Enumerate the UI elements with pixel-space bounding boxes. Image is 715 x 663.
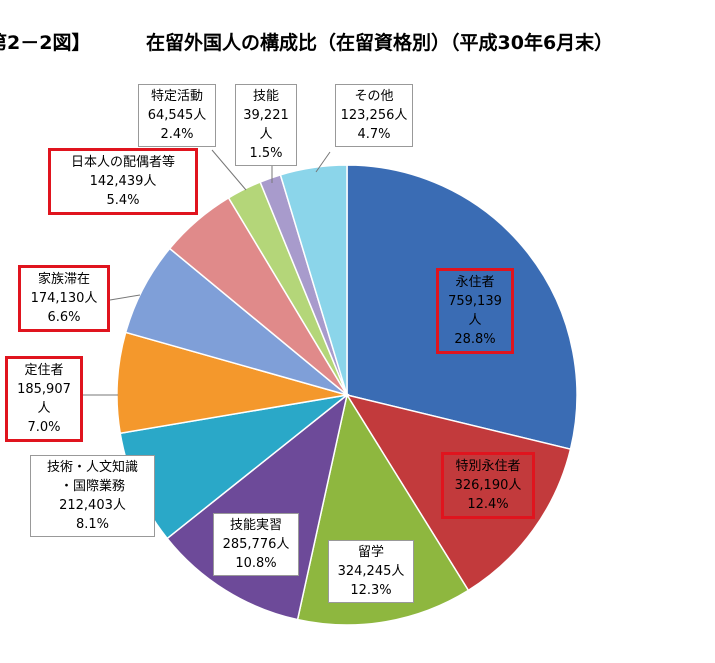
leader-line: [211, 149, 247, 191]
category-label: 永住者: [455, 275, 495, 290]
category-label: 定住者: [24, 363, 64, 378]
percent-label: 8.1%: [75, 517, 110, 532]
value-label: 285,776人: [222, 537, 290, 552]
category-label: 家族滞在: [37, 272, 90, 287]
pie-slice: [116, 331, 348, 435]
percent-label: 1.5%: [249, 146, 283, 161]
pie-slice: [345, 393, 572, 592]
category-label: 技能実習: [229, 518, 282, 533]
slice-label: 特別永住者 326,190人 12.4%: [441, 452, 535, 519]
value-label: 174,130人: [30, 291, 98, 306]
category-label: 特定活動: [150, 89, 203, 104]
category-label: 留学: [357, 545, 384, 560]
value-label: 324,245人: [337, 564, 405, 579]
percent-label: 4.7%: [357, 127, 391, 142]
slice-label: 家族滞在 174,130人 6.6%: [18, 265, 110, 332]
value-label: 185,907人: [17, 382, 71, 416]
leader-line: [109, 294, 141, 301]
title-row: 第2－2図】 在留外国人の構成比（在留資格別）（平成30年6月末）: [0, 28, 715, 58]
slice-label: 技能実習 285,776人 10.8%: [213, 513, 299, 576]
slice-label: 技術・人文知識 ・国際業務 212,403人 8.1%: [30, 455, 155, 537]
slice-label: 永住者 759,139人 28.8%: [436, 268, 514, 354]
percent-label: 12.4%: [467, 497, 509, 512]
percent-label: 28.8%: [454, 332, 496, 347]
chart-title: 在留外国人の構成比（在留資格別）（平成30年6月末）: [146, 32, 614, 54]
category-label: 技能: [252, 89, 279, 104]
value-label: 212,403人: [59, 498, 126, 513]
percent-label: 10.8%: [235, 556, 277, 571]
slice-label: 特定活動 64,545人 2.4%: [138, 84, 216, 147]
percent-label: 6.6%: [47, 310, 81, 325]
slice-label: その他 123,256人 4.7%: [335, 84, 413, 147]
category-label: 特別永住者: [455, 459, 521, 474]
percent-label: 2.4%: [160, 127, 194, 142]
pie: [116, 164, 578, 626]
value-label: 123,256人: [340, 108, 408, 123]
slice-label: 定住者 185,907人 7.0%: [5, 356, 83, 442]
value-label: 39,221人: [243, 108, 289, 142]
slice-label: 日本人の配偶者等 142,439人 5.4%: [48, 148, 198, 215]
category-label: その他: [354, 89, 394, 104]
pie-slice: [166, 393, 349, 621]
leader-line: [315, 151, 331, 173]
figure-label: 第2－2図】: [0, 32, 91, 54]
slice-label: 留学 324,245人 12.3%: [328, 540, 414, 603]
value-label: 326,190人: [454, 478, 522, 493]
slice-label: 技能 39,221人 1.5%: [235, 84, 297, 166]
value-label: 64,545人: [147, 108, 207, 123]
pie-slice: [346, 164, 578, 451]
percent-label: 5.4%: [106, 193, 140, 208]
percent-label: 7.0%: [27, 420, 61, 435]
percent-label: 12.3%: [350, 583, 392, 598]
value-label: 759,139人: [448, 294, 502, 328]
category-label: 日本人の配偶者等: [70, 155, 175, 170]
pie-slice: [279, 164, 348, 396]
category-label: 技術・人文知識 ・国際業務: [46, 460, 138, 494]
value-label: 142,439人: [89, 174, 157, 189]
